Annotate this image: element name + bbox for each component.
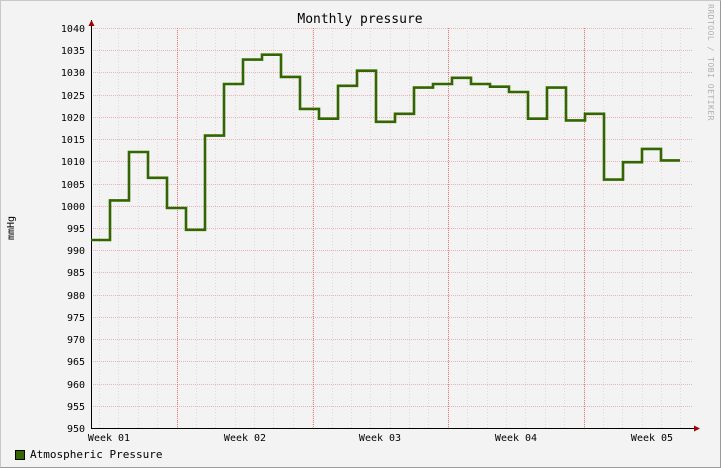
y-tick-label: 995 [67, 224, 85, 235]
y-tick-label: 975 [67, 313, 85, 324]
y-tick-label: 955 [67, 402, 85, 413]
x-tick-label: Week 02 [224, 433, 266, 444]
x-tick-label: Week 03 [359, 433, 401, 444]
y-tick-label: 960 [67, 380, 85, 391]
y-axis-arrow [88, 20, 95, 26]
y-tick-label: 1030 [61, 68, 85, 79]
series-line [91, 53, 680, 242]
x-tick-label: Week 05 [631, 433, 673, 444]
y-tick-label: 970 [67, 335, 85, 346]
axes [88, 20, 700, 432]
y-tick-label: 1015 [61, 135, 85, 146]
chart-title: Monthly pressure [297, 12, 422, 27]
legend-swatch [15, 449, 25, 460]
y-tick-label: 1005 [61, 180, 85, 191]
legend: Atmospheric Pressure [15, 448, 162, 461]
y-tick-label: 1040 [61, 24, 85, 35]
x-axis-arrow [694, 425, 700, 432]
watermark: RRDTOOL / TOBI OETIKER [706, 4, 715, 121]
y-tick-label: 985 [67, 268, 85, 279]
y-tick-label: 1020 [61, 113, 85, 124]
y-tick-label: 1010 [61, 157, 85, 168]
x-tick-label: Week 01 [88, 433, 130, 444]
series-layer [91, 53, 680, 242]
y-tick-label: 980 [67, 291, 85, 302]
y-tick-label: 990 [67, 246, 85, 257]
legend-label: Atmospheric Pressure [30, 448, 163, 461]
y-axis-label: mmHg [6, 216, 17, 240]
y-tick-labels: 950 955 960 965 970 975 980 985 990 995 1000 1005 10… [61, 24, 85, 435]
grid [91, 28, 692, 429]
y-tick-label: 1035 [61, 46, 85, 57]
x-tick-label: Week 04 [495, 433, 537, 444]
y-tick-label: 950 [67, 424, 85, 435]
y-tick-label: 1025 [61, 91, 85, 102]
y-tick-label: 1000 [61, 202, 85, 213]
y-tick-label: 965 [67, 357, 85, 368]
x-tick-labels: Week 01 Week 02 Week 03 Week 04 Week 05 [88, 433, 673, 444]
